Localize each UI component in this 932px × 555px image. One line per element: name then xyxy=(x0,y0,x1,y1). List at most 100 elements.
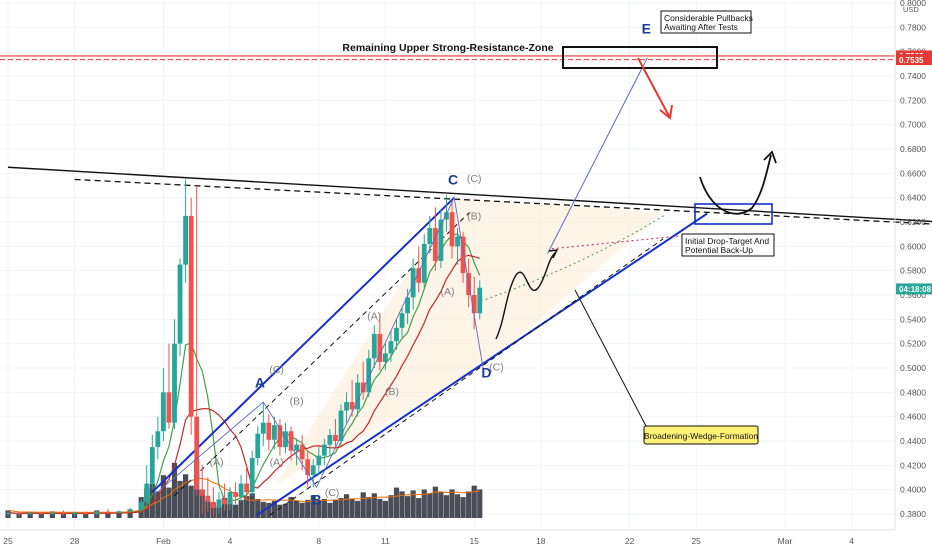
volume-bar xyxy=(266,502,272,518)
price-axis[interactable]: 0.80000.78000.76000.74000.72000.70000.68… xyxy=(894,0,932,530)
channel-lower-dashed xyxy=(269,238,664,516)
candle-body xyxy=(194,416,200,490)
volume-bar xyxy=(38,513,44,518)
candle-body xyxy=(416,268,422,283)
wave-label: (B) xyxy=(290,396,304,408)
volume-bar xyxy=(416,498,422,518)
time-tick-label: 4 xyxy=(228,536,233,546)
volume-bar xyxy=(371,493,377,518)
red-arrow-head xyxy=(659,104,673,120)
volume-bar xyxy=(116,511,122,518)
candle-body xyxy=(321,444,327,456)
volume-bar xyxy=(366,497,372,518)
wave-label: (A) xyxy=(441,286,455,298)
volume-bar xyxy=(466,491,472,518)
candle-body xyxy=(355,382,361,410)
u-shape-arrowhead xyxy=(763,150,777,164)
green-dotted-projection xyxy=(480,214,666,302)
volume-bar xyxy=(282,503,289,518)
candle-body xyxy=(72,512,77,514)
wave-label: (B) xyxy=(385,386,399,398)
candle-body xyxy=(371,333,377,359)
candle-body xyxy=(310,465,316,476)
price-tick-label: 0.7800 xyxy=(900,22,926,32)
candle-body xyxy=(116,511,122,513)
descending-resistance-dashed xyxy=(74,178,932,225)
candle-body xyxy=(105,511,111,513)
volume-bar xyxy=(410,490,416,518)
wave-label: (A) xyxy=(210,456,224,468)
volume-bar xyxy=(393,487,400,518)
candle-body xyxy=(205,495,211,502)
volume-bar xyxy=(188,485,194,518)
wedge-callout-box xyxy=(643,425,759,445)
candle-body xyxy=(432,228,438,261)
volume-bar xyxy=(294,500,300,518)
candle-body xyxy=(410,268,416,298)
wave-label: (C) xyxy=(325,487,340,499)
channel-lower-line xyxy=(256,212,708,517)
wave-label: (A) xyxy=(367,310,381,322)
candle-body xyxy=(50,512,55,514)
candle-body xyxy=(94,511,100,514)
projection-line-to-e xyxy=(547,57,648,254)
candle-body xyxy=(338,410,344,441)
pullbacks-label-2: Awaiting After Tests xyxy=(664,22,738,32)
volume-bar xyxy=(432,486,438,518)
price-tag-box xyxy=(896,283,932,295)
annotations-layer: Remaining Upper Strong-Resistance-Zone C… xyxy=(342,10,775,445)
volume-bar xyxy=(183,474,189,518)
time-tick-label: Mar xyxy=(778,536,793,546)
volume-bar xyxy=(171,462,178,518)
price-tick-label: 0.5400 xyxy=(900,314,926,324)
wave-label: A xyxy=(255,374,265,390)
time-tick-label: Feb xyxy=(156,536,171,546)
candle-body xyxy=(172,343,177,423)
volume-bar xyxy=(338,498,344,518)
trendlines-layer xyxy=(0,55,932,517)
candle-body xyxy=(166,392,172,423)
price-tick-label: 0.4800 xyxy=(900,387,926,397)
wave-label: D xyxy=(481,365,491,381)
volume-bar xyxy=(377,498,383,518)
candle-body xyxy=(460,236,466,274)
wave-path xyxy=(154,196,484,495)
volume-bar xyxy=(355,500,361,518)
price-tick-label: 0.5600 xyxy=(900,290,926,300)
candle-body xyxy=(455,236,460,247)
candle-body xyxy=(316,455,322,466)
volume-bar xyxy=(443,495,450,518)
time-tick-label: 8 xyxy=(316,536,321,546)
price-tag-label: 0.7535 xyxy=(899,56,924,65)
candles-layer xyxy=(5,179,483,517)
time-axis[interactable]: 25 28 Feb 4 8 11 15 18 22 25 Mar 4 xyxy=(0,529,895,546)
time-tick-label: 22 xyxy=(625,536,635,546)
volume-bar xyxy=(360,492,366,518)
candle-body xyxy=(377,333,383,362)
candle-body xyxy=(16,512,22,514)
volume-bar xyxy=(127,509,133,518)
volume-bar xyxy=(332,499,339,518)
candle-body xyxy=(272,425,277,440)
drop-target-label-2: Potential Back-Up xyxy=(685,245,753,255)
price-tick-label: 0.4400 xyxy=(900,436,926,446)
volume-bar xyxy=(449,489,455,518)
price-tick-label: 0.4200 xyxy=(900,460,926,470)
candle-body xyxy=(294,444,299,451)
candle-body xyxy=(199,489,205,496)
volume-bar xyxy=(310,495,316,518)
candle-body xyxy=(427,228,433,244)
ma-long-line xyxy=(7,254,480,514)
volume-bar xyxy=(460,497,466,518)
candle-body xyxy=(327,434,333,445)
candle-body xyxy=(222,499,227,505)
candle-body xyxy=(388,341,394,354)
strong-resistance-label: Remaining Upper Strong-Resistance-Zone xyxy=(342,42,553,54)
candle-body xyxy=(405,297,410,314)
candle-body xyxy=(288,431,294,451)
candle-body xyxy=(27,512,33,514)
price-tick-label: 0.6800 xyxy=(900,144,926,154)
volume-bar xyxy=(271,500,277,518)
volume-bar xyxy=(255,498,261,518)
